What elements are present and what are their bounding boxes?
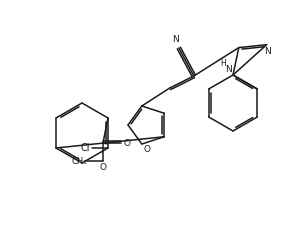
Text: CH₃: CH₃ [71,156,87,166]
Text: N: N [173,35,179,44]
Text: N: N [226,65,232,74]
Text: N: N [264,47,271,56]
Text: O: O [123,139,130,147]
Text: O: O [143,144,150,153]
Text: Cl: Cl [80,143,90,153]
Text: O: O [100,164,106,172]
Text: H: H [220,60,226,68]
